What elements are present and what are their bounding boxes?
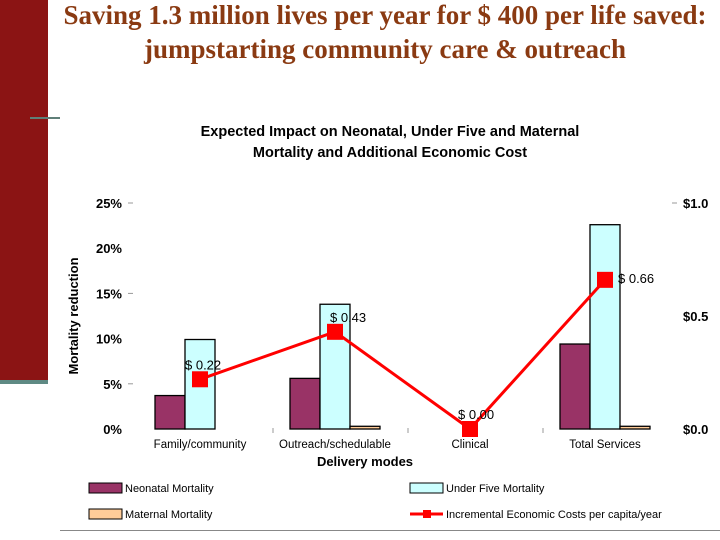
sidebar-accent-line xyxy=(0,380,48,384)
slide-title: Saving 1.3 million lives per year for $ … xyxy=(63,0,707,64)
cost-data-label: $ 0.22 xyxy=(185,357,221,372)
x-category-label: Family/community xyxy=(154,439,247,451)
y-axis-label: Mortality reduction xyxy=(66,257,81,374)
y2-tick-label: $1.0 xyxy=(683,196,708,211)
x-axis-label: Delivery modes xyxy=(317,454,413,469)
y-tick-label: 25% xyxy=(96,196,122,211)
y-tick-label: 0% xyxy=(103,422,122,437)
bar-under-five-mortality xyxy=(589,224,621,430)
cost-data-label: $ 0.66 xyxy=(618,271,654,286)
x-category-label: Outreach/schedulable xyxy=(279,439,391,451)
legend-swatch xyxy=(88,482,123,494)
y-tick-label: 5% xyxy=(103,377,122,392)
slide-sidebar-bar xyxy=(0,0,48,380)
cost-line xyxy=(199,278,607,432)
legend-label: Maternal Mortality xyxy=(125,509,213,521)
cost-marker xyxy=(462,421,478,437)
cost-data-label: $ 0.00 xyxy=(458,407,494,422)
cost-data-label: $ 0.43 xyxy=(330,310,366,325)
legend-swatch xyxy=(409,482,444,494)
chart-title-line-2: Mortality and Additional Economic Cost xyxy=(253,145,527,161)
legend-label: Incremental Economic Costs per capita/ye… xyxy=(446,509,662,521)
bar-neonatal-mortality xyxy=(154,394,186,430)
legend-marker xyxy=(423,510,431,518)
bar-maternal-mortality xyxy=(619,425,651,430)
legend-swatch xyxy=(88,508,123,520)
y-tick-label: 20% xyxy=(96,241,122,256)
legend-label: Under Five Mortality xyxy=(446,483,545,495)
x-category-label: Clinical xyxy=(451,439,488,451)
y2-tick-label: $0.0 xyxy=(683,422,708,437)
cost-marker xyxy=(597,271,613,288)
cost-marker xyxy=(327,323,343,340)
bottom-divider xyxy=(60,530,720,531)
cost-marker xyxy=(192,371,208,388)
chart-title-line-1: Expected Impact on Neonatal, Under Five … xyxy=(201,124,580,140)
legend-label: Neonatal Mortality xyxy=(125,483,214,495)
bar-neonatal-mortality xyxy=(559,343,591,430)
y2-tick-label: $0.5 xyxy=(683,309,708,324)
x-category-label: Total Services xyxy=(569,439,641,451)
y-tick-label: 10% xyxy=(96,332,122,347)
y-tick-label: 15% xyxy=(96,286,122,301)
title-accent-line xyxy=(30,117,60,119)
bar-neonatal-mortality xyxy=(289,377,321,430)
bar-maternal-mortality xyxy=(349,425,381,430)
